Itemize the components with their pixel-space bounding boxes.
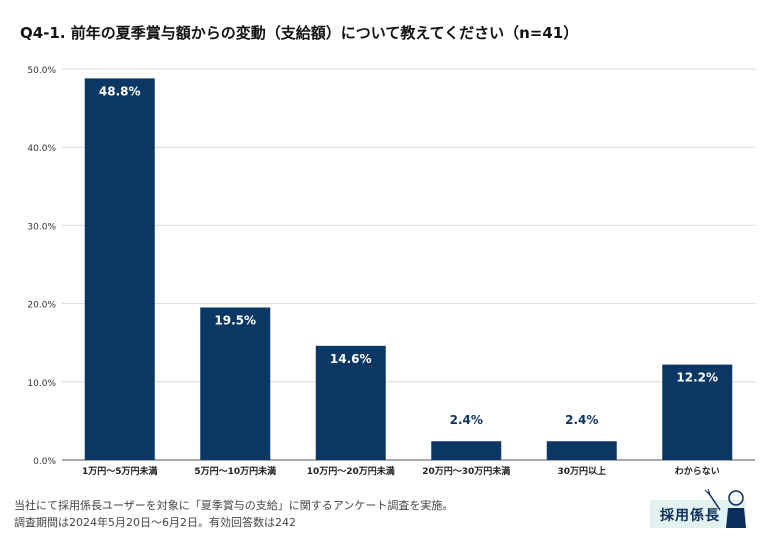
bar [84, 78, 155, 460]
x-tick-label: わからない [675, 466, 720, 477]
logo-icon [650, 488, 746, 528]
y-tick-label: 30.0% [27, 222, 56, 232]
bar [662, 364, 733, 460]
logo-text: 採用係長 [660, 508, 720, 524]
bar [315, 345, 386, 460]
chart-title: Q4-1. 前年の夏季賞与額からの変動（支給額）について教えてください（n=41… [20, 24, 579, 42]
footnote-line-1: 当社にて採用係長ユーザーを対象に「夏季賞与の支給」に関するアンケート調査を実施。 [14, 499, 454, 512]
data-label: 14.6% [330, 352, 372, 366]
y-tick-label: 40.0% [27, 144, 56, 154]
footnote: 当社にて採用係長ユーザーを対象に「夏季賞与の支給」に関するアンケート調査を実施。… [14, 497, 453, 531]
bar [431, 441, 502, 460]
y-tick-label: 0.0% [33, 457, 56, 467]
y-tick-label: 50.0% [27, 66, 56, 76]
x-tick-label: 10万円～20万円未満 [307, 465, 395, 477]
y-tick-label: 20.0% [27, 301, 56, 311]
y-tick-label: 10.0% [27, 379, 56, 389]
data-label: 19.5% [214, 314, 256, 328]
bar [546, 441, 617, 460]
x-tick-label: 30万円以上 [557, 465, 606, 477]
brand-logo: 採用係長 [650, 488, 752, 530]
bar [200, 307, 271, 460]
x-tick-label: 1万円～5万円未満 [82, 465, 158, 477]
data-label: 2.4% [565, 413, 598, 427]
bar-chart: 0.0% 10.0% 20.0% 30.0% 40.0% 50.0% 48.8% 1万円～5万… [27, 66, 755, 477]
footnote-line-2: 調査期間は2024年5月20日～6月2日。有効回答数は242 [14, 516, 296, 529]
x-tick-label: 20万円～30万円未満 [422, 465, 510, 477]
data-label: 12.2% [676, 371, 718, 385]
data-label: 48.8% [99, 84, 141, 98]
data-label: 2.4% [450, 413, 483, 427]
x-tick-label: 5万円～10万円未満 [194, 465, 276, 477]
